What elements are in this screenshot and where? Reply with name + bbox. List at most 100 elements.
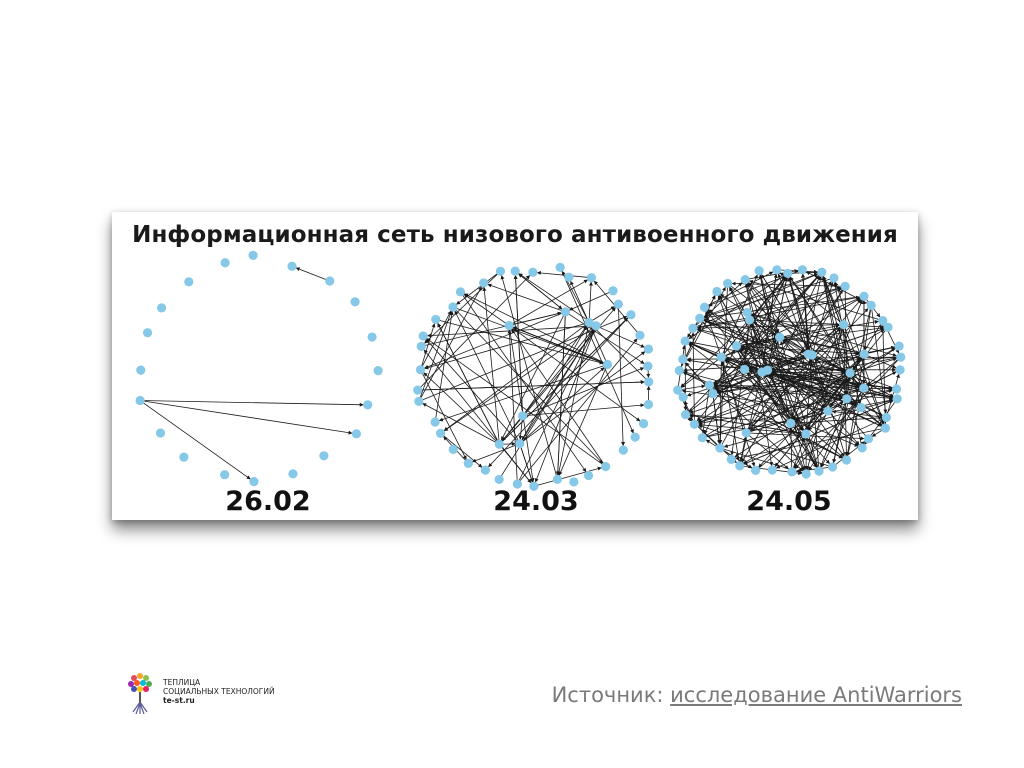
graph-2-edge-81 xyxy=(437,322,500,445)
graph-3-edge-197 xyxy=(709,384,804,472)
graph-3-edge-176 xyxy=(783,338,851,374)
graph-2-node-1 xyxy=(555,262,565,272)
graph-1-node-10 xyxy=(249,477,259,487)
graph-2-node-31 xyxy=(418,331,428,341)
graph-3-edge-238 xyxy=(767,280,832,371)
graph-3-edge-253 xyxy=(752,321,780,338)
graph-2-edge-71 xyxy=(568,290,614,311)
graph-2-node-13 xyxy=(630,432,640,442)
graph-3-edge-8 xyxy=(782,339,869,440)
graph-1-node-8 xyxy=(319,451,329,461)
graph-3-node-48 xyxy=(838,320,849,330)
graph-3-edge-294 xyxy=(771,371,847,400)
graph-3-edge-220 xyxy=(688,342,722,358)
graph-2-node-30 xyxy=(416,341,426,351)
graph-2-edge-35 xyxy=(423,372,500,445)
graph-2-edge-57 xyxy=(440,433,483,468)
graph-3-edge-306 xyxy=(694,357,898,425)
graph-2-node-23 xyxy=(463,458,473,468)
graph-2-edge-87 xyxy=(417,380,645,391)
graph-2-edge-43 xyxy=(454,310,521,444)
graph-3-node-24 xyxy=(751,465,761,476)
graph-2-edge-30 xyxy=(508,325,535,483)
graph-3-node-60 xyxy=(803,349,813,359)
graph-2-node-18 xyxy=(552,474,563,484)
graph-3-node-19 xyxy=(827,462,838,472)
graph-1-edge-1 xyxy=(140,400,364,407)
graph-3-edge-184 xyxy=(844,286,849,395)
graph-3-edge-116 xyxy=(699,317,743,367)
logo-line-1: ТЕПЛИЦА xyxy=(163,678,201,687)
graph-3-edge-304 xyxy=(788,277,847,461)
graph-2-node-22 xyxy=(480,465,491,475)
graph-2-edge-44 xyxy=(534,325,597,483)
graph-3-node-20 xyxy=(814,466,824,476)
graph-3-node-9 xyxy=(894,341,904,351)
graph-2-edge-1 xyxy=(471,443,520,463)
graph-3-node-16 xyxy=(863,434,874,444)
graph-3-edge-181 xyxy=(689,413,807,435)
graph-2-node-40 xyxy=(504,320,514,331)
graph-3-edge-228 xyxy=(792,324,844,420)
graph-3-edge-297 xyxy=(863,345,896,355)
graph-3-node-2 xyxy=(817,267,827,277)
graph-3-edge-251 xyxy=(681,389,828,412)
graph-2-node-4 xyxy=(608,286,618,296)
graph-2-edge-11 xyxy=(500,275,558,480)
graph-3-edge-245 xyxy=(698,388,897,425)
source-link[interactable]: исследование AntiWarriors xyxy=(670,683,962,707)
figure-title: Информационная сеть низового антивоенног… xyxy=(132,222,898,248)
graph-2-node-6 xyxy=(626,310,636,320)
graph-3-node-0 xyxy=(783,268,793,278)
graph-1-node-7 xyxy=(351,429,362,439)
graph-3-edge-272 xyxy=(741,286,846,463)
graph-2-node-37 xyxy=(510,266,520,276)
graph-1-edge-0 xyxy=(295,267,330,282)
graph-2-edge-42 xyxy=(559,267,634,434)
graph-2-node-17 xyxy=(569,477,579,487)
graph-2-node-7 xyxy=(635,330,645,340)
graph-2-edge-86 xyxy=(422,402,500,445)
graph-3-node-36 xyxy=(688,323,698,333)
graph-3-node-33 xyxy=(674,365,684,376)
graph-3-node-3 xyxy=(829,273,839,283)
graph-2-node-44 xyxy=(515,439,525,449)
graph-3-edge-293 xyxy=(760,273,813,356)
graph-2-node-36 xyxy=(495,266,506,276)
graph-3-node-10 xyxy=(896,352,906,362)
graph-3-edge-252 xyxy=(808,387,865,471)
graph-2-node-3 xyxy=(586,273,597,283)
graph-3-edge-298 xyxy=(885,373,900,418)
graph-2-edge-17 xyxy=(482,286,500,445)
graph-3-edge-317 xyxy=(709,384,844,459)
graph-3-edge-277 xyxy=(747,282,809,355)
graph-3-edge-185 xyxy=(685,340,847,374)
graph-2-edge-69 xyxy=(452,306,604,364)
graph-2-edge-45 xyxy=(514,270,563,310)
graph-1-node-4 xyxy=(367,332,377,342)
graph-2-edge-58 xyxy=(499,443,532,484)
graph-3-edge-241 xyxy=(789,276,886,429)
graph-3-edge-242 xyxy=(721,337,777,358)
graph-2-node-14 xyxy=(618,445,628,455)
graph-2-edge-90 xyxy=(427,325,597,338)
graph-3-edge-180 xyxy=(685,274,820,415)
graph-3-edge-191 xyxy=(680,356,722,389)
graph-3-edge-56 xyxy=(866,356,902,386)
graph-2-edge-5 xyxy=(533,466,602,487)
graph-2-edge-4 xyxy=(558,364,608,476)
graph-1-node-3 xyxy=(350,297,360,307)
graph-3-node-15 xyxy=(880,423,891,433)
graph-2-edge-68 xyxy=(511,328,606,467)
graph-3-edge-313 xyxy=(750,323,807,435)
graph-3-edge-287 xyxy=(846,388,865,457)
graph-3-node-40 xyxy=(723,278,733,289)
graph-3-edge-223 xyxy=(748,370,862,409)
graph-2-node-12 xyxy=(638,419,649,429)
graph-1-node-9 xyxy=(288,469,298,479)
graph-3-node-53 xyxy=(740,364,750,375)
graph-2-edge-60 xyxy=(487,283,566,313)
graph-3-node-5 xyxy=(859,291,869,301)
graph-3-node-52 xyxy=(716,352,726,362)
graph-3-node-37 xyxy=(695,313,705,323)
